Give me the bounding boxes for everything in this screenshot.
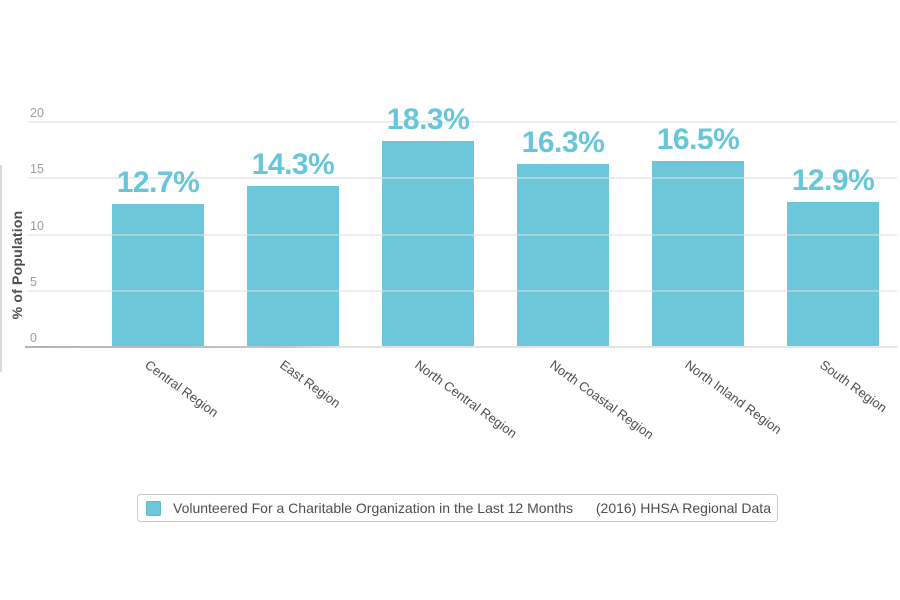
x-tick-label-north-inland-region: North Inland Region bbox=[682, 357, 785, 438]
bar-east-region[interactable] bbox=[247, 186, 339, 347]
y-tick-label-20: 20 bbox=[30, 106, 44, 120]
bar-north-central-region[interactable] bbox=[382, 141, 474, 347]
x-axis-line bbox=[25, 346, 897, 348]
x-tick-label-east-region: East Region bbox=[277, 357, 344, 411]
gridline-y-10 bbox=[28, 233, 897, 236]
legend-item-volunteered[interactable]: Volunteered For a Charitable Organizatio… bbox=[146, 500, 573, 516]
x-tick-label-north-coastal-region: North Coastal Region bbox=[547, 357, 657, 443]
x-tick-label-central-region: Central Region bbox=[142, 357, 222, 421]
gridline-y-5 bbox=[28, 289, 897, 292]
value-label-north-coastal-region: 16.3% bbox=[521, 125, 605, 159]
legend-source-label: (2016) HHSA Regional Data bbox=[595, 500, 771, 516]
gridline-y-20 bbox=[28, 121, 897, 123]
chart-legend: Volunteered For a Charitable Organizatio… bbox=[137, 494, 778, 522]
gridline-y-15 bbox=[28, 177, 897, 180]
bar-north-coastal-region[interactable] bbox=[517, 163, 609, 347]
page-edge-divider bbox=[0, 165, 2, 372]
legend-swatch-icon bbox=[146, 500, 161, 516]
legend-series-label: Volunteered For a Charitable Organizatio… bbox=[173, 500, 574, 516]
y-tick-label-0: 0 bbox=[30, 331, 37, 345]
value-label-east-region: 14.3% bbox=[251, 148, 335, 182]
bar-north-inland-region[interactable] bbox=[652, 161, 744, 347]
bar-south-region[interactable] bbox=[787, 201, 879, 347]
value-label-north-inland-region: 16.5% bbox=[656, 123, 740, 157]
y-tick-label-15: 15 bbox=[30, 162, 44, 177]
bar-central-region[interactable] bbox=[112, 204, 204, 347]
y-tick-label-5: 5 bbox=[30, 274, 37, 289]
x-tick-label-south-region: South Region bbox=[817, 357, 890, 416]
value-label-central-region: 12.7% bbox=[116, 166, 200, 200]
y-tick-label-10: 10 bbox=[30, 218, 44, 233]
x-tick-label-north-central-region: North Central Region bbox=[412, 357, 520, 441]
value-label-south-region: 12.9% bbox=[791, 163, 875, 197]
value-label-north-central-region: 18.3% bbox=[386, 103, 470, 137]
